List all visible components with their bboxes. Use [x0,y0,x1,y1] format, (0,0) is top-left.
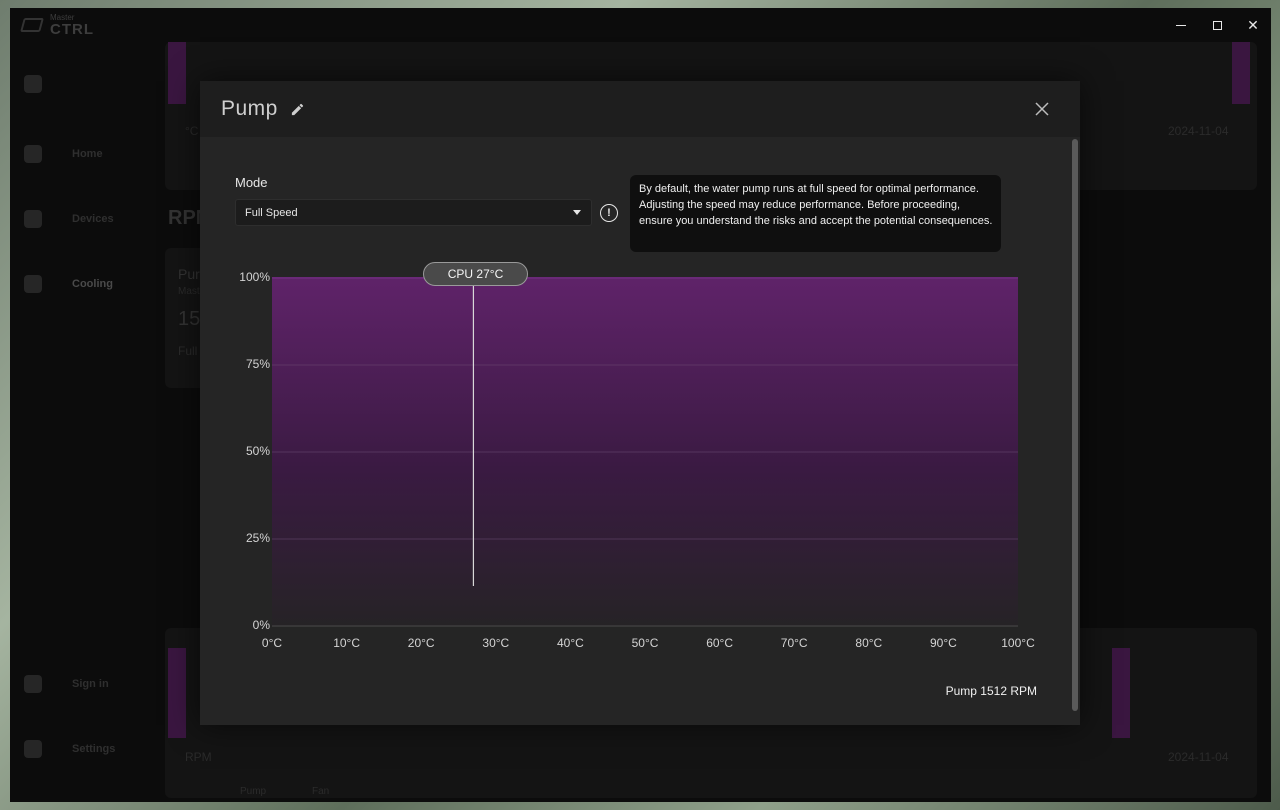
y-tick-label: 0% [252,618,270,632]
legend-fan: Fan [312,786,330,797]
devices-icon [24,210,42,228]
rpm-range-handle-left[interactable] [168,648,186,738]
x-tick-label: 100°C [1001,636,1035,650]
pump-card-value: 15 [178,308,201,330]
brand-small-text: Master [50,12,75,22]
bg-unit-top: °C [185,124,199,138]
brand-logo: Master CTRL [20,12,94,38]
scrollbar-thumb[interactable] [1072,139,1078,711]
x-tick-label: 40°C [556,636,584,650]
x-tick-label: 0°C [261,636,283,650]
range-handle-left[interactable] [168,42,186,104]
mode-label: Mode [235,175,268,190]
minimize-icon [1176,24,1186,26]
bg-date-top: 2024-11-04 [1168,124,1229,138]
minimize-button[interactable] [1163,8,1199,42]
menu-icon [24,75,42,93]
rpm-range-handle-right[interactable] [1112,648,1130,738]
pump-card-title: Pur [178,266,200,282]
chevron-down-icon [573,210,581,215]
bg-date-bottom: 2024-11-04 [1168,750,1229,764]
legend-pump: Pump [240,786,267,797]
y-tick-label: 100% [239,270,270,284]
sidebar-item-label: Devices [72,213,114,225]
cpu-temperature-badge[interactable]: CPU 27°C [423,262,528,286]
dialog-title: Pump [221,97,278,120]
x-tick-label: 10°C [333,636,360,650]
brand-big-text: CTRL [50,20,94,38]
sidebar-item-home[interactable]: Home [10,134,160,174]
bg-unit-bottom: RPM [185,750,212,764]
gear-icon [24,740,42,758]
maximize-button[interactable] [1199,8,1235,42]
pump-rpm-readout: Pump 1512 RPM [945,684,1037,698]
warning-tooltip: By default, the water pump runs at full … [630,175,1001,252]
x-tick-label: 70°C [780,636,808,650]
pump-card-subtitle: Mast [178,286,200,297]
close-icon: ✕ [1247,16,1259,33]
close-icon[interactable] [1032,99,1052,119]
maximize-icon [1212,20,1222,30]
warning-info-icon[interactable]: ! [600,204,618,222]
sidebar-item-cooling[interactable]: Cooling [10,264,160,304]
x-tick-label: 50°C [631,636,659,650]
x-tick-label: 30°C [482,636,510,650]
x-tick-label: 60°C [706,636,733,650]
mode-select-value: Full Speed [245,206,298,219]
chart-svg [272,277,1018,627]
info-symbol: ! [607,207,611,219]
sidebar-item-label: Settings [72,743,116,755]
tooltip-text: By default, the water pump runs at full … [639,183,993,227]
sidebar: Home Devices Cooling Sign in Settings [10,42,160,802]
x-tick-label: 80°C [855,636,883,650]
y-tick-label: 25% [245,531,270,545]
edit-icon[interactable] [290,101,306,117]
cpu-badge-label: CPU 27°C [447,267,504,281]
sidebar-item-settings[interactable]: Settings [10,729,160,769]
pump-settings-dialog: Pump Mode Full Speed ! By default, the w… [200,81,1080,725]
x-tick-label: 90°C [929,636,957,650]
y-tick-label: 50% [245,444,270,458]
mode-select[interactable]: Full Speed [235,199,592,226]
pump-card-mode: Full [178,344,198,358]
window-close-button[interactable]: ✕ [1235,8,1271,42]
dialog-header: Pump [200,81,1080,137]
y-tick-label: 75% [245,357,270,371]
x-tick-label: 20°C [407,636,435,650]
sidebar-item-label: Cooling [72,278,113,290]
pump-curve-chart[interactable]: 0% 25% 50% 75% 100% 0°C 10°C 20°C 30°C 40°C 50°C 60… [200,81,1080,725]
sidebar-item-sign-in[interactable]: Sign in [10,664,160,704]
sidebar-item-devices[interactable]: Devices [10,199,160,239]
title-bar: Master CTRL ✕ [10,8,1271,42]
sidebar-menu-button[interactable] [10,64,160,104]
sidebar-item-label: Home [72,148,103,160]
range-handle-right[interactable] [1232,42,1250,104]
sign-in-icon [24,675,42,693]
home-icon [24,145,42,163]
sidebar-item-label: Sign in [72,678,109,690]
fan-icon [24,275,42,293]
